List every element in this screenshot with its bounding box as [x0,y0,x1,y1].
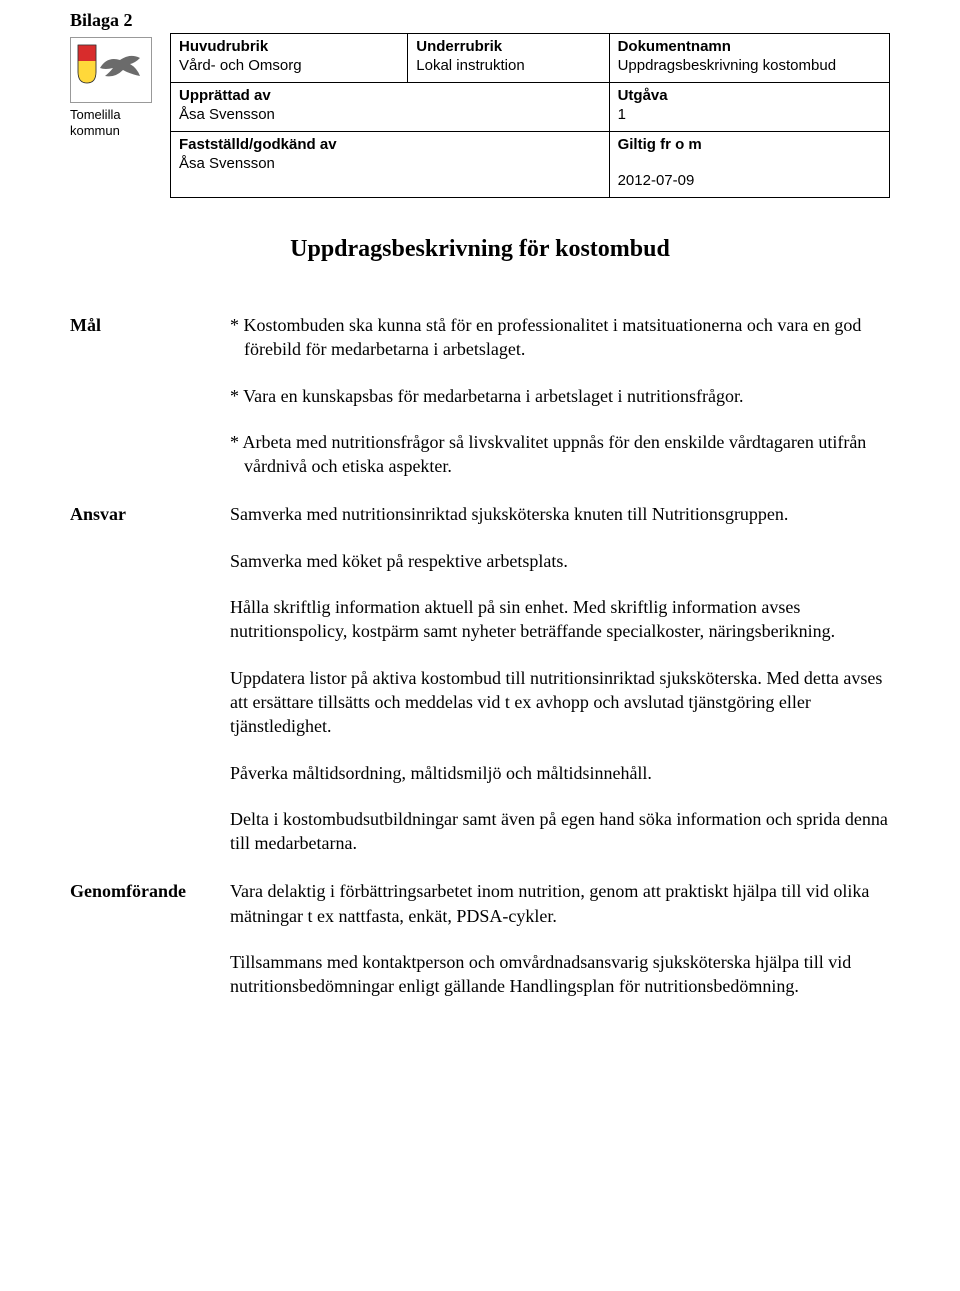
metadata-table: Huvudrubrik Vård- och Omsorg Underrubrik… [170,33,890,198]
municipality-name: Tomelilla kommun [70,107,170,138]
document-body: Mål * Kostombuden ska kunna stå för en p… [70,313,890,999]
underrubrik-value: Lokal instruktion [416,57,600,74]
attachment-label: Bilaga 2 [70,10,890,31]
ansvar-p6: Delta i kostombudsutbildningar samt även… [230,807,890,856]
bird-icon [95,48,145,88]
mal-p3: * Arbeta med nutritionsfrågor så livskva… [230,430,890,479]
upprattad-value: Åsa Svensson [179,106,601,123]
upprattad-label: Upprättad av [179,87,601,104]
genomforande-label: Genomförande [70,879,230,998]
huvudrubrik-label: Huvudrubrik [179,38,399,55]
ansvar-p1: Samverka med nutritionsinriktad sjuksköt… [230,502,890,526]
utgava-label: Utgåva [618,87,881,104]
faststalld-value: Åsa Svensson [179,155,601,172]
municipality-line2: kommun [70,123,120,138]
dokumentnamn-label: Dokumentnamn [618,38,881,55]
genom-p1: Vara delaktig i förbättringsarbetet inom… [230,879,890,928]
mal-p2: * Vara en kunskapsbas för medarbetarna i… [230,384,890,408]
mal-p1: * Kostombuden ska kunna stå för en profe… [230,313,890,362]
giltig-label: Giltig fr o m [618,136,881,153]
shield-icon [77,44,97,84]
municipality-line1: Tomelilla [70,107,121,122]
faststalld-label: Fastställd/godkänd av [179,136,601,153]
ansvar-p3: Hålla skriftlig information aktuell på s… [230,595,890,644]
giltig-value: 2012-07-09 [618,172,881,189]
genom-p2: Tillsammans med kontaktperson och omvård… [230,950,890,999]
ansvar-p4: Uppdatera listor på aktiva kostombud til… [230,666,890,739]
ansvar-p5: Påverka måltidsordning, måltidsmiljö och… [230,761,890,785]
mal-label: Mål [70,313,230,478]
huvudrubrik-value: Vård- och Omsorg [179,57,399,74]
document-title: Uppdragsbeskrivning för kostombud [70,236,890,263]
utgava-value: 1 [618,106,881,123]
document-header: Tomelilla kommun Huvudrubrik Vård- och O… [70,33,890,198]
ansvar-label: Ansvar [70,502,230,855]
dokumentnamn-value: Uppdragsbeskrivning kostombud [618,57,881,74]
logo-column: Tomelilla kommun [70,33,170,138]
underrubrik-label: Underrubrik [416,38,600,55]
ansvar-p2: Samverka med köket på respektive arbetsp… [230,549,890,573]
municipality-logo [70,37,152,103]
